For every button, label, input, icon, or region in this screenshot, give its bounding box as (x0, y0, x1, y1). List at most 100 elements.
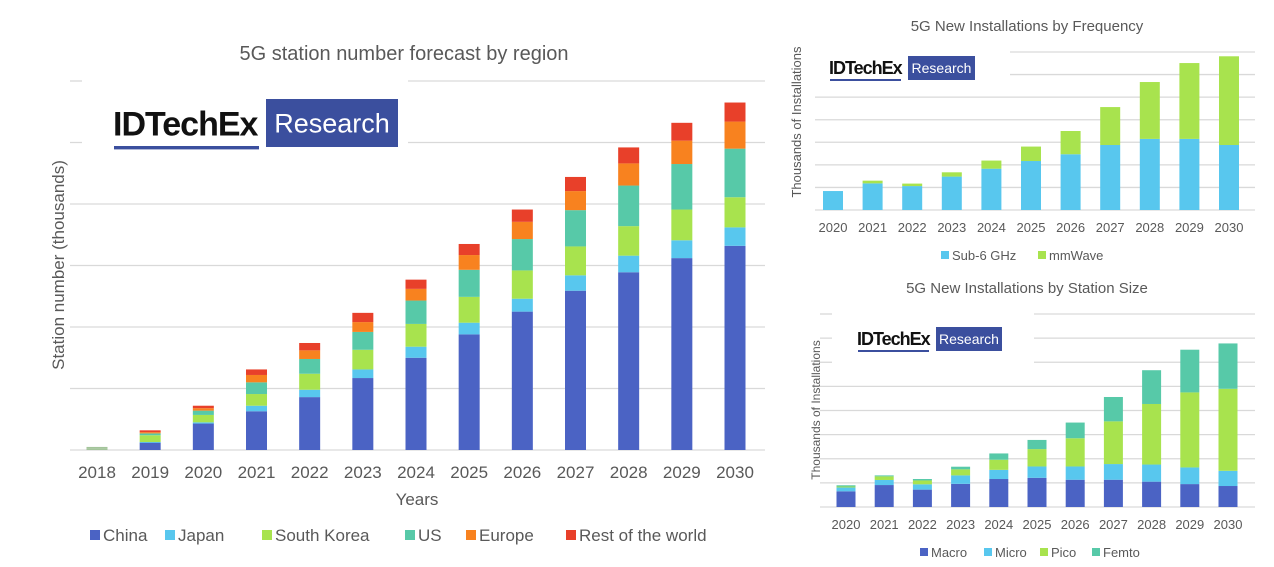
bar-europe-2020 (192, 408, 214, 411)
bar-south-korea-2029 (671, 209, 693, 241)
bar-pico-2024 (989, 459, 1009, 470)
bar-pico-2029 (1180, 392, 1200, 468)
logo-tag-text: Research (939, 331, 999, 347)
bar-sub-6-ghz-2022 (902, 186, 923, 210)
logo-box (936, 327, 1002, 351)
x-tick-label: 2027 (1099, 517, 1128, 532)
bar-macro-2029 (1180, 484, 1200, 507)
idtechex-logo: IDTechEx Research (829, 56, 975, 81)
bar-sub-6-ghz-2026 (1060, 154, 1081, 210)
bar-mmwave-2023 (941, 172, 962, 177)
legend-label: Rest of the world (579, 526, 707, 545)
bar-stack-2020 (192, 405, 214, 450)
bar-south-korea-2020 (192, 414, 214, 423)
x-tick-label: 2026 (1061, 517, 1090, 532)
bar-japan-2030 (724, 227, 746, 246)
bar-rest-of-the-world-2027 (565, 176, 586, 192)
bar-mmwave-2027 (1100, 107, 1121, 145)
legend-label: Micro (995, 545, 1027, 560)
bar-stack-2029 (671, 122, 693, 450)
logo-brand-text: IDTechEx (113, 105, 259, 143)
logo-underline (858, 350, 929, 352)
bar-femto-2020 (836, 485, 856, 487)
bar-stack-2020 (836, 485, 856, 507)
bar-europe-2019 (139, 432, 161, 434)
bar-rest-of-the-world-2026 (511, 209, 533, 222)
legend-item-rest-of-the-world: Rest of the world (566, 526, 707, 545)
bar-china-2021 (246, 411, 267, 450)
legend-item-femto: Femto (1092, 545, 1140, 560)
bar-rest-of-the-world-2024 (405, 279, 427, 289)
bar-macro-2028 (1142, 481, 1162, 507)
x-tick-label: 2024 (984, 517, 1013, 532)
bar-femto-2027 (1103, 396, 1123, 422)
bar-sub-6-ghz-2021 (862, 183, 883, 210)
bar-mmwave-2025 (1021, 146, 1041, 162)
bar-europe-2025 (458, 255, 480, 270)
bar-femto-2023 (951, 466, 971, 470)
bar-femto-2022 (912, 479, 932, 481)
bar-sub-6-ghz-2024 (981, 168, 1002, 210)
bar-pico-2028 (1142, 403, 1162, 465)
bar-us-2028 (618, 185, 640, 227)
bar-us-2029 (671, 164, 693, 210)
bar-china-2025 (458, 334, 480, 450)
bar-europe-2023 (352, 322, 374, 332)
legend-label: Femto (1103, 545, 1140, 560)
bar-mmwave-2022 (902, 183, 923, 187)
x-tick-label: 2023 (937, 220, 966, 235)
legend-swatch (941, 251, 949, 259)
bar-pico-2023 (951, 469, 971, 476)
legend-item-mmwave: mmWave (1038, 248, 1103, 263)
legend: Macro Micro Pico Femto (920, 545, 1140, 560)
bar-stack-2025 (1021, 146, 1041, 210)
bar-macro-2024 (989, 479, 1009, 507)
bar-japan-2022 (299, 389, 321, 398)
bar-femto-2029 (1180, 349, 1200, 393)
bar-stack-2023 (941, 172, 962, 210)
bar-stack-2028 (1142, 370, 1162, 507)
legend-label: Macro (931, 545, 967, 560)
bar-europe-2030 (724, 121, 746, 149)
bar-pico-2027 (1103, 421, 1123, 465)
bar-macro-2021 (874, 485, 894, 507)
x-tick-label: 2027 (1096, 220, 1125, 235)
bar-europe-2028 (618, 163, 640, 186)
bar-pico-2020 (836, 486, 856, 488)
bar-micro-2030 (1218, 470, 1238, 487)
bar-south-korea-2027 (565, 246, 586, 276)
bar-south-korea-2024 (405, 323, 427, 347)
bar-stack-2029 (1179, 63, 1200, 210)
logo-brand-text: IDTechEx (857, 329, 931, 349)
legend-item-europe: Europe (466, 526, 534, 545)
legend-label: Sub-6 GHz (952, 248, 1016, 263)
bar-south-korea-2021 (246, 394, 267, 406)
x-tick-label: 2018 (78, 463, 116, 482)
legend-swatch (920, 548, 928, 556)
x-tick-label: 2028 (610, 463, 648, 482)
bar-sub-6-ghz-2023 (941, 176, 962, 210)
x-tick-label: 2028 (1137, 517, 1166, 532)
legend-label: mmWave (1049, 248, 1103, 263)
bar-stack-2025 (458, 243, 480, 450)
bar-sub-6-ghz-2029 (1179, 138, 1200, 210)
legend-swatch (1092, 548, 1100, 556)
chart-title: 5G station number forecast by region (239, 43, 568, 65)
chart-title: 5G New Installations by Frequency (911, 18, 1144, 35)
bar-rest-of-the-world-2021 (246, 369, 267, 375)
bar-stack-2027 (1103, 396, 1123, 507)
bar-south-korea-2023 (352, 349, 374, 370)
idtechex-logo: IDTechEx Research (113, 99, 398, 150)
bar-japan-2023 (352, 369, 374, 379)
bar-stack-2026 (511, 209, 533, 450)
legend-label: China (103, 526, 148, 545)
bar-stack-2028 (1139, 82, 1160, 210)
bar-micro-2028 (1142, 464, 1162, 482)
bar-stack-2030 (1219, 56, 1239, 210)
bar-mmwave-2024 (981, 160, 1002, 169)
bar-stack-2030 (724, 102, 746, 450)
bar-micro-2023 (951, 475, 971, 484)
bar-japan-2020 (192, 422, 214, 424)
bar-stack-2020 (823, 191, 843, 210)
